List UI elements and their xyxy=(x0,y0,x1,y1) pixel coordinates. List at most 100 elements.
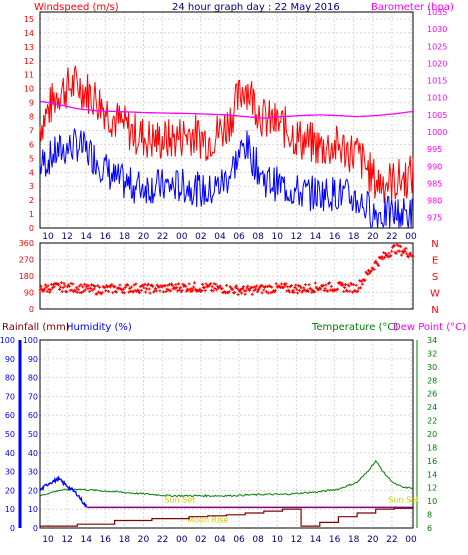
direction-point xyxy=(342,290,346,294)
direction-point xyxy=(137,289,141,293)
direction-point xyxy=(167,288,171,292)
direction-point xyxy=(353,289,357,293)
direction-point xyxy=(255,284,259,288)
direction-point xyxy=(39,284,43,288)
y2-tick-label: 1030 xyxy=(427,25,447,34)
x-tick-label: 22 xyxy=(386,232,397,242)
direction-point xyxy=(50,286,54,290)
x-tick-label: 02 xyxy=(195,232,206,242)
direction-point xyxy=(191,288,195,292)
direction-point xyxy=(301,289,305,293)
direction-point xyxy=(123,286,127,290)
direction-point xyxy=(227,290,231,294)
direction-point xyxy=(296,284,300,288)
rain-tick-label: 20 xyxy=(5,486,15,495)
direction-point xyxy=(120,288,124,292)
temp-tick-label: 16 xyxy=(427,457,437,466)
y-tick-label: 1 xyxy=(29,210,34,219)
direction-point xyxy=(90,283,94,287)
direction-point xyxy=(376,263,380,267)
direction-point xyxy=(250,292,254,296)
temp-tick-label: 32 xyxy=(427,349,437,358)
rain-tick-label: 90 xyxy=(5,355,15,364)
graph-title: 24 hour graph day : 22 May 2016 xyxy=(172,2,340,13)
direction-point xyxy=(339,283,343,287)
direction-point xyxy=(45,289,49,293)
direction-point xyxy=(153,287,157,291)
y2-tick-label: 975 xyxy=(427,214,442,223)
direction-point xyxy=(62,281,66,285)
direction-point xyxy=(265,285,269,289)
y-tick-label: 13 xyxy=(24,43,34,52)
direction-point xyxy=(48,290,52,294)
direction-point xyxy=(176,289,180,293)
direction-point xyxy=(374,259,378,263)
direction-point xyxy=(286,285,290,289)
y2-tick-label: 1005 xyxy=(427,111,447,120)
direction-point xyxy=(292,290,296,294)
y2-tick-label: 995 xyxy=(427,145,442,154)
rain-tick-label: 100 xyxy=(0,336,15,345)
plot-frame xyxy=(39,242,414,310)
x-tick-label: 06 xyxy=(233,535,245,545)
direction-point xyxy=(304,283,308,287)
x-tick-label: 12 xyxy=(291,232,302,242)
direction-point xyxy=(306,289,310,293)
temp-tick-label: 14 xyxy=(427,470,437,479)
direction-point xyxy=(367,271,371,275)
direction-point xyxy=(269,291,273,295)
direction-point xyxy=(344,282,348,286)
direction-point xyxy=(348,289,352,293)
direction-point xyxy=(239,288,243,292)
direction-point xyxy=(97,290,101,294)
plot-frame xyxy=(39,11,414,229)
x-tick-label: 20 xyxy=(138,232,150,242)
humidity-tick-label: 80 xyxy=(28,374,38,383)
temp-tick-label: 24 xyxy=(427,403,437,412)
direction-point xyxy=(398,249,402,253)
direction-point xyxy=(186,288,190,292)
direction-point xyxy=(172,285,176,289)
direction-point xyxy=(382,251,386,255)
direction-point xyxy=(291,288,295,292)
direction-point xyxy=(90,288,94,292)
direction-point xyxy=(203,289,207,293)
direction-point xyxy=(139,288,143,292)
direction-point xyxy=(240,291,244,295)
direction-point xyxy=(52,285,56,289)
temp-tick-label: 28 xyxy=(427,376,437,385)
direction-point xyxy=(42,287,46,291)
direction-point xyxy=(321,284,325,288)
direction-point xyxy=(389,254,393,258)
barometer-axis-label: Barometer (hpa) xyxy=(371,2,454,13)
direction-point xyxy=(104,289,108,293)
direction-point xyxy=(395,243,399,247)
x-tick-label: 14 xyxy=(310,232,322,242)
direction-point xyxy=(146,282,150,286)
temp-tick-label: 10 xyxy=(427,497,437,506)
direction-point xyxy=(134,282,138,286)
direction-point xyxy=(177,288,181,292)
direction-point xyxy=(161,290,165,294)
x-tick-label: 00 xyxy=(176,232,188,242)
direction-point xyxy=(225,283,228,287)
humidity-axis-label: Humidity (%) xyxy=(66,322,132,333)
direction-point xyxy=(82,289,86,293)
direction-point xyxy=(157,285,161,289)
direction-point xyxy=(351,283,355,287)
direction-point xyxy=(63,284,67,288)
average-line xyxy=(39,128,414,229)
direction-point xyxy=(198,287,202,291)
direction-point xyxy=(372,268,376,272)
direction-point xyxy=(302,286,306,290)
temp-tick-label: 6 xyxy=(427,524,432,533)
direction-point xyxy=(110,283,114,287)
direction-point xyxy=(234,284,238,288)
direction-point xyxy=(204,282,208,286)
humidity-tick-label: 50 xyxy=(28,430,38,439)
sun-set-label-2: Sun Set xyxy=(388,496,419,505)
rainfall-axis-label: Rainfall (mm) xyxy=(2,322,70,333)
direction-point xyxy=(280,282,284,286)
direction-point xyxy=(59,281,63,285)
